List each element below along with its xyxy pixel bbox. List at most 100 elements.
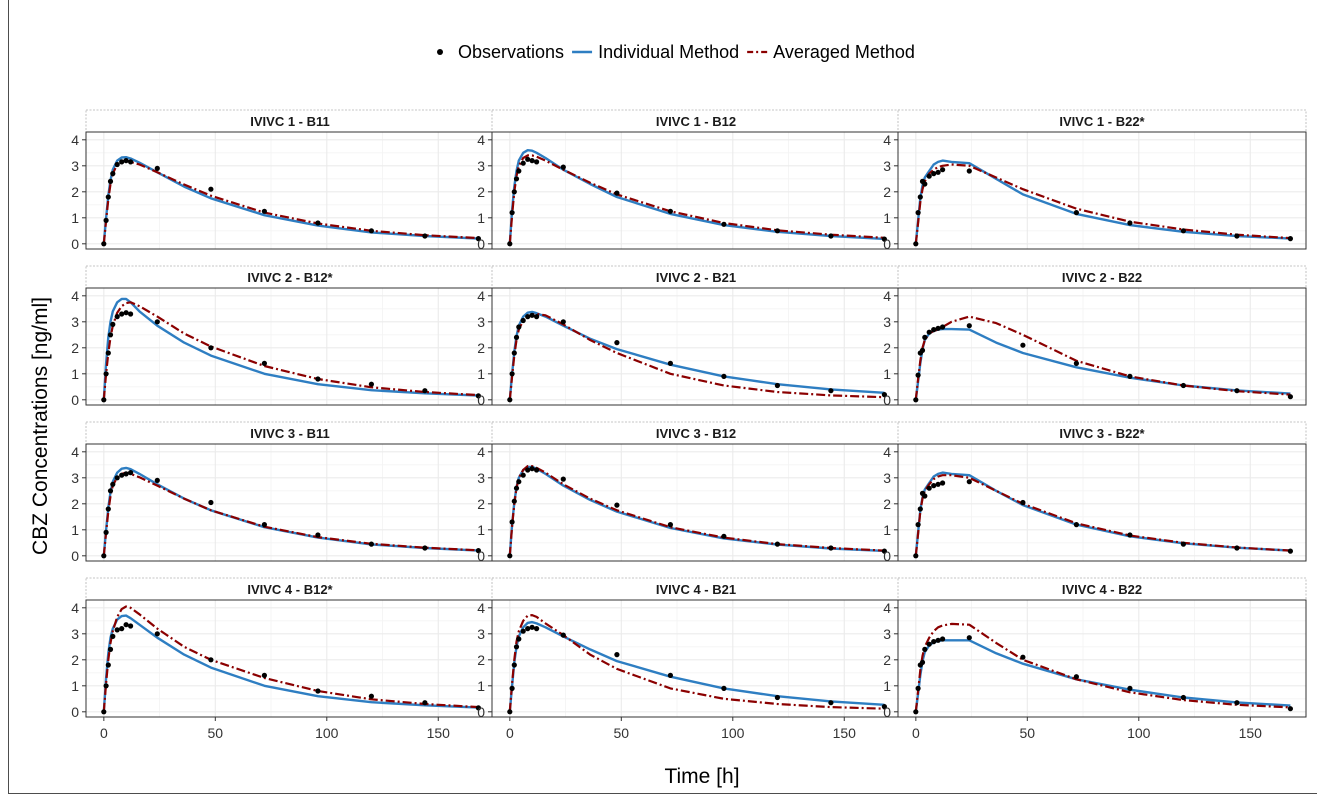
observation-point xyxy=(154,477,160,483)
observation-point xyxy=(1180,228,1186,234)
x-tick-label: 50 xyxy=(1020,725,1036,741)
y-tick-label: 4 xyxy=(477,444,485,460)
observation-point xyxy=(107,488,114,494)
observation-point xyxy=(915,685,921,692)
legend-label: Observations xyxy=(458,42,564,62)
y-tick-label: 3 xyxy=(71,626,79,642)
x-tick-label: 150 xyxy=(833,725,857,741)
observation-point xyxy=(614,502,620,508)
observation-point xyxy=(509,685,515,692)
facet-panel: IVIVC 1 - B22* 0 1 2 3 4 xyxy=(883,109,1307,252)
facet-panel: IVIVC 3 - B11 0 1 2 3 4 xyxy=(71,421,495,564)
facet-panel: IVIVC 2 - B21 0 1 2 3 4 xyxy=(477,265,901,408)
observation-point xyxy=(940,324,946,330)
gridlines xyxy=(86,444,495,561)
facet-title: IVIVC 1 - B11 xyxy=(250,114,329,129)
individual-method-line xyxy=(102,297,479,400)
y-tick-label: 2 xyxy=(883,652,891,668)
observation-point xyxy=(774,541,781,547)
y-axis-title: CBZ Concentrations [ng/ml] xyxy=(29,297,52,555)
observation-point xyxy=(101,241,107,247)
observation-point xyxy=(931,327,937,333)
observation-point xyxy=(315,532,321,538)
plot-area xyxy=(898,288,1306,405)
y-tick-label: 4 xyxy=(883,600,891,616)
y-tick-label: 2 xyxy=(71,652,79,668)
observation-point xyxy=(507,553,513,559)
observation-point xyxy=(105,506,111,512)
observation-point xyxy=(721,373,727,379)
observation-point xyxy=(828,233,834,239)
y-tick-label: 2 xyxy=(477,652,485,668)
observation-point xyxy=(119,311,125,317)
observation-point xyxy=(913,397,919,403)
gridlines xyxy=(492,600,901,717)
observation-point xyxy=(966,323,972,329)
observation-point xyxy=(966,479,972,485)
individual-method-line xyxy=(508,620,885,712)
observation-point xyxy=(529,158,535,164)
observation-point xyxy=(516,324,522,330)
y-tick-label: 3 xyxy=(71,314,79,330)
observation-point xyxy=(315,220,321,226)
y-tick-label: 0 xyxy=(71,548,79,564)
facet-title: IVIVC 4 - B12* xyxy=(247,582,333,597)
y-tick-label: 3 xyxy=(71,470,79,486)
y-tick-label: 1 xyxy=(71,678,79,694)
gridlines xyxy=(492,444,901,561)
observation-point xyxy=(913,709,919,715)
observation-point xyxy=(667,360,674,366)
observation-point xyxy=(513,485,520,491)
x-tick-label: 150 xyxy=(1239,725,1263,741)
observation-point xyxy=(721,685,727,692)
y-tick-label: 4 xyxy=(477,288,485,304)
y-tick-label: 1 xyxy=(883,522,891,538)
observation-point xyxy=(368,693,374,699)
observation-point xyxy=(154,319,160,325)
observation-point xyxy=(368,381,374,387)
averaged-method-line xyxy=(102,301,479,400)
plot-area xyxy=(898,600,1306,717)
observation-point xyxy=(1073,210,1079,216)
y-tick-label: 0 xyxy=(477,704,485,720)
observation-point xyxy=(529,312,535,318)
observation-point xyxy=(513,176,520,182)
observation-point xyxy=(926,173,932,179)
observation-point xyxy=(1180,694,1186,701)
y-tick-label: 0 xyxy=(477,236,485,252)
observation-point xyxy=(1234,233,1240,239)
averaged-method-line xyxy=(102,159,479,244)
legend-label: Individual Method xyxy=(598,42,739,62)
observation-point xyxy=(935,637,941,643)
observation-point xyxy=(513,644,520,650)
observation-point xyxy=(534,159,540,165)
observation-point xyxy=(261,208,267,214)
observation-point xyxy=(1180,382,1186,389)
observation-point xyxy=(507,709,513,715)
observation-point xyxy=(1127,685,1133,692)
y-tick-label: 2 xyxy=(71,496,79,512)
y-tick-label: 4 xyxy=(477,600,485,616)
x-tick-label: 100 xyxy=(315,725,339,741)
facet-title: IVIVC 3 - B12 xyxy=(656,426,736,441)
y-tick-label: 0 xyxy=(71,704,79,720)
observation-point xyxy=(913,553,919,559)
observation-point xyxy=(154,631,160,637)
y-tick-label: 1 xyxy=(477,678,485,694)
observation-point xyxy=(614,190,620,196)
observation-point xyxy=(516,479,522,485)
observation-point xyxy=(422,545,428,551)
observation-point xyxy=(922,334,928,340)
observation-point xyxy=(103,371,109,377)
y-tick-label: 3 xyxy=(477,314,485,330)
y-tick-label: 3 xyxy=(883,314,891,330)
observation-point xyxy=(935,481,941,487)
observation-point xyxy=(114,475,120,481)
y-tick-label: 3 xyxy=(883,626,891,642)
plot-area xyxy=(492,600,900,717)
observation-point xyxy=(123,310,129,316)
observation-point xyxy=(525,156,531,162)
observation-point xyxy=(529,466,535,472)
facet-title: IVIVC 2 - B12* xyxy=(247,270,333,285)
observation-point xyxy=(520,160,526,166)
